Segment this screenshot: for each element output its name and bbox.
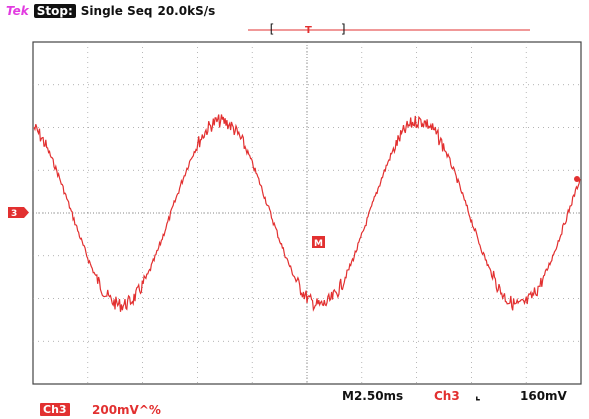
- record-window-right-bracket: ]: [340, 22, 347, 36]
- sample-rate: 20.0kS/s: [157, 4, 216, 18]
- ch3-ground-marker[interactable]: 3: [8, 207, 29, 219]
- record-length-bar: [ ] T: [248, 22, 530, 36]
- graticule-grid: [33, 42, 581, 384]
- falling-edge-icon: ⌞: [475, 388, 481, 402]
- brand-label: Tek: [6, 4, 29, 18]
- svg-text:M: M: [314, 239, 323, 249]
- channel-3-scale: 200mV^%: [92, 403, 161, 417]
- trigger-position-marker: T: [305, 25, 312, 36]
- svg-text:3: 3: [11, 209, 17, 219]
- acquisition-state-badge[interactable]: Stop:: [33, 4, 76, 18]
- channel-3-waveform: [33, 114, 581, 312]
- trigger-level-readout[interactable]: 160mV: [520, 389, 567, 403]
- acquisition-mode: Single Seq: [80, 4, 153, 18]
- math-marker[interactable]: M: [312, 236, 325, 249]
- trigger-level-marker[interactable]: [574, 176, 580, 182]
- trigger-channel[interactable]: Ch3: [434, 389, 460, 403]
- timebase-readout[interactable]: M2.50ms: [342, 389, 404, 403]
- footer-bar: M2.50ms Ch3 ⌞ 160mV Ch3 200mV^%: [0, 383, 589, 419]
- status-bar: Tek Stop: Single Seq 20.0kS/s: [6, 3, 215, 19]
- channel-3-badge[interactable]: Ch3: [40, 403, 70, 416]
- record-window-left-bracket: [: [268, 22, 275, 36]
